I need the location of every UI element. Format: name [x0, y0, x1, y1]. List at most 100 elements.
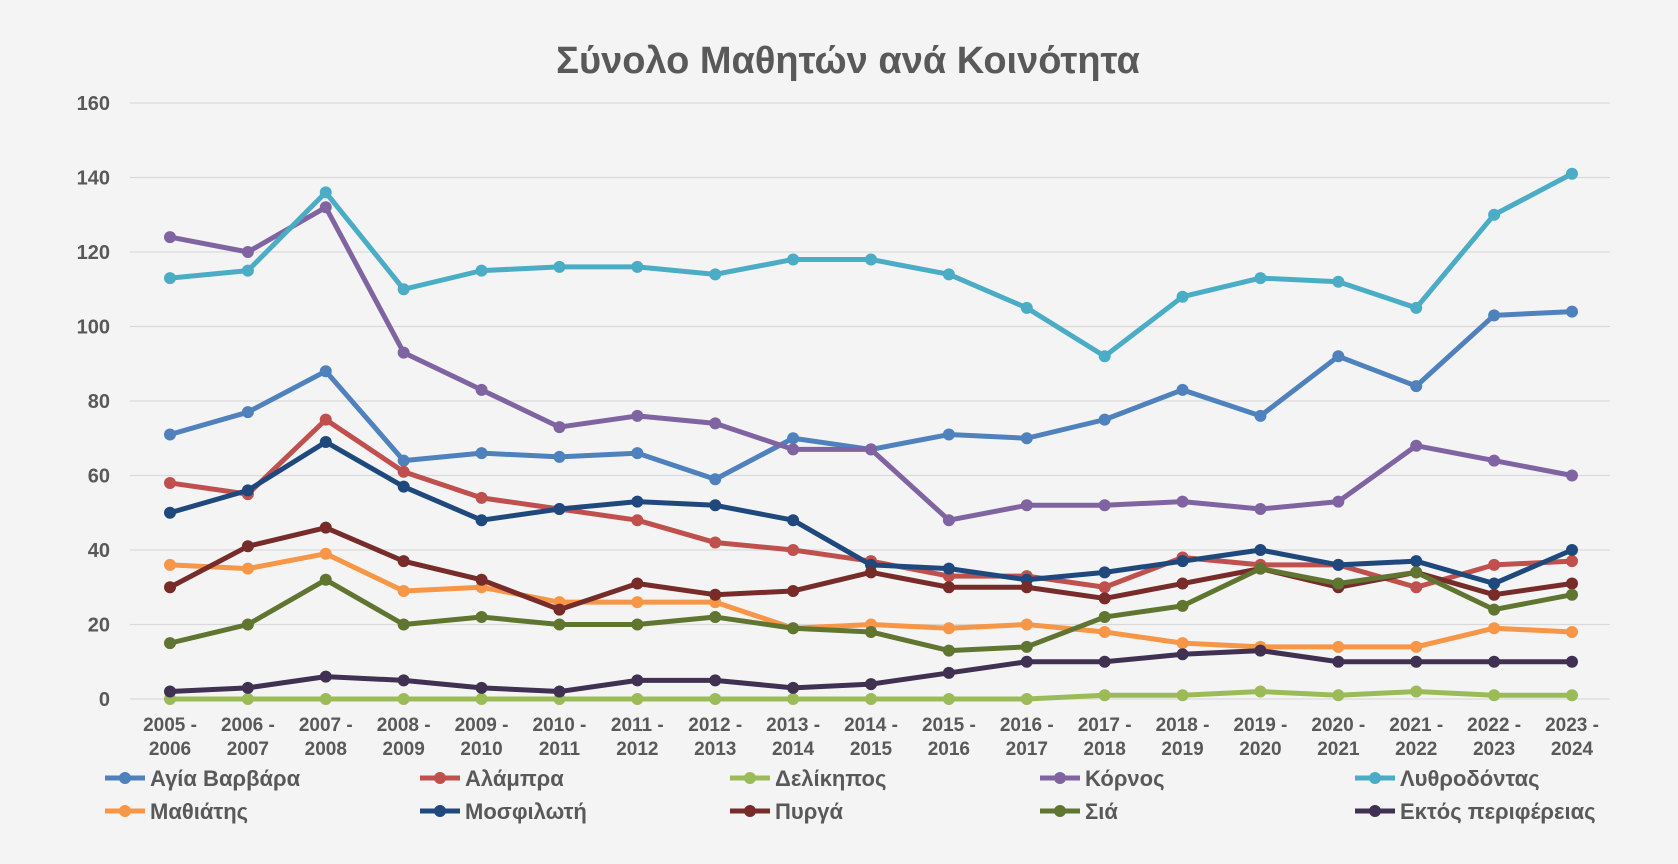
- x-tick-line: 2013 -: [766, 715, 820, 736]
- data-point: [164, 231, 176, 244]
- data-point: [319, 365, 332, 378]
- data-point: [631, 260, 644, 273]
- data-point: [319, 521, 332, 534]
- x-tick-line: 2005 -: [143, 715, 197, 736]
- data-point: [397, 555, 410, 568]
- data-point: [865, 253, 877, 266]
- data-point: [1566, 544, 1578, 556]
- x-axis-ticks: 2005 - 2006 2006 - 2007 2007 - 2008 2008 - 2009…: [143, 715, 1599, 760]
- data-point: [1098, 350, 1111, 363]
- legend-item-πυργά: Πυργά: [730, 799, 844, 824]
- data-point: [241, 406, 254, 419]
- data-point: [1566, 305, 1578, 318]
- data-point: [1488, 309, 1501, 322]
- data-point: [1566, 588, 1578, 601]
- x-tick-line: 2023: [1473, 739, 1515, 760]
- data-point: [553, 685, 566, 698]
- legend-swatch-marker: [1054, 805, 1066, 817]
- legend-swatch-marker: [434, 772, 446, 784]
- data-point: [241, 681, 254, 694]
- data-point: [1410, 301, 1423, 314]
- data-point: [631, 447, 644, 460]
- data-point: [164, 476, 176, 489]
- data-point: [1332, 495, 1345, 508]
- legend-swatch-marker: [1054, 772, 1066, 784]
- x-tick-label-16: 2021 - 2022: [1389, 715, 1443, 760]
- x-tick-line: 2015: [850, 739, 893, 760]
- legend-item-μαθιάτης: Μαθιάτης: [105, 799, 248, 824]
- data-point: [397, 283, 410, 296]
- legend-item-αλάμπρα: Αλάμπρα: [420, 766, 564, 791]
- x-tick-line: 2022 -: [1467, 715, 1521, 736]
- data-point: [1098, 499, 1111, 512]
- x-tick-label-11: 2016 - 2017: [1000, 715, 1054, 760]
- data-point: [1020, 618, 1033, 631]
- data-point: [1332, 640, 1345, 653]
- legend: Αγία Βαρβάρα Αλάμπρα Δελίκηπος Κόρνος Λυθροδ…: [105, 766, 1596, 824]
- data-point: [1332, 689, 1345, 702]
- data-point: [1020, 432, 1033, 445]
- y-tick-label-20: 20: [88, 615, 110, 637]
- x-tick-line: 2022: [1395, 739, 1437, 760]
- x-tick-line: 2011 -: [611, 715, 664, 736]
- data-point: [1488, 454, 1501, 467]
- data-point: [1566, 655, 1578, 668]
- data-point: [709, 674, 722, 687]
- x-tick-line: 2014: [772, 739, 815, 760]
- y-tick-label-0: 0: [99, 689, 110, 711]
- data-point: [1020, 581, 1033, 594]
- x-tick-line: 2018: [1084, 739, 1126, 760]
- series-εκτός-περιφέρειας: [164, 644, 1578, 698]
- x-tick-label-14: 2019 - 2020: [1234, 715, 1288, 760]
- legend-item-αγία-βαρβάρα: Αγία Βαρβάρα: [105, 766, 301, 791]
- series-λυθροδόντας: [164, 167, 1578, 363]
- x-tick-line: 2017 -: [1078, 715, 1132, 736]
- data-point: [1488, 655, 1501, 668]
- data-point: [397, 454, 410, 467]
- data-point: [1098, 592, 1111, 605]
- legend-swatch-marker: [744, 805, 756, 817]
- data-point: [631, 596, 644, 609]
- data-point: [164, 272, 176, 285]
- series-σιά: [164, 562, 1578, 657]
- data-point: [865, 693, 877, 705]
- data-point: [397, 465, 410, 478]
- data-point: [865, 678, 877, 691]
- data-point: [553, 603, 566, 616]
- data-point: [553, 618, 566, 631]
- data-point: [319, 693, 332, 705]
- x-tick-label-0: 2005 - 2006: [143, 715, 197, 760]
- legend-swatch-marker: [119, 805, 131, 817]
- data-point: [397, 618, 410, 631]
- data-point: [787, 514, 800, 527]
- data-point: [1020, 693, 1033, 705]
- x-tick-line: 2024: [1551, 739, 1594, 760]
- data-point: [942, 562, 955, 575]
- data-point: [942, 514, 955, 527]
- data-point: [475, 611, 488, 624]
- y-tick-label-60: 60: [88, 466, 110, 488]
- series-μοσφιλωτή: [164, 435, 1578, 590]
- legend-label: Μαθιάτης: [150, 799, 248, 824]
- x-tick-line: 2016: [928, 739, 970, 760]
- data-point: [1098, 611, 1111, 624]
- legend-item-εκτός-περιφέρειας: Εκτός περιφέρειας: [1355, 799, 1596, 824]
- legend-swatch-marker: [744, 772, 756, 784]
- data-point: [709, 693, 722, 705]
- data-point: [1176, 555, 1189, 568]
- x-tick-label-2: 2007 - 2008: [299, 715, 353, 760]
- y-tick-label-160: 160: [77, 93, 110, 115]
- data-point: [1254, 272, 1267, 285]
- data-point: [319, 186, 332, 199]
- data-point: [787, 432, 800, 445]
- x-tick-line: 2008: [305, 739, 347, 760]
- legend-swatch-marker: [1369, 772, 1381, 784]
- data-point: [553, 450, 566, 463]
- legend-label: Δελίκηπος: [775, 766, 886, 791]
- data-point: [1410, 380, 1423, 393]
- legend-label: Εκτός περιφέρειας: [1400, 799, 1596, 824]
- x-tick-line: 2016 -: [1000, 715, 1054, 736]
- legend-label: Λυθροδόντας: [1400, 766, 1540, 791]
- x-tick-line: 2011: [539, 739, 581, 760]
